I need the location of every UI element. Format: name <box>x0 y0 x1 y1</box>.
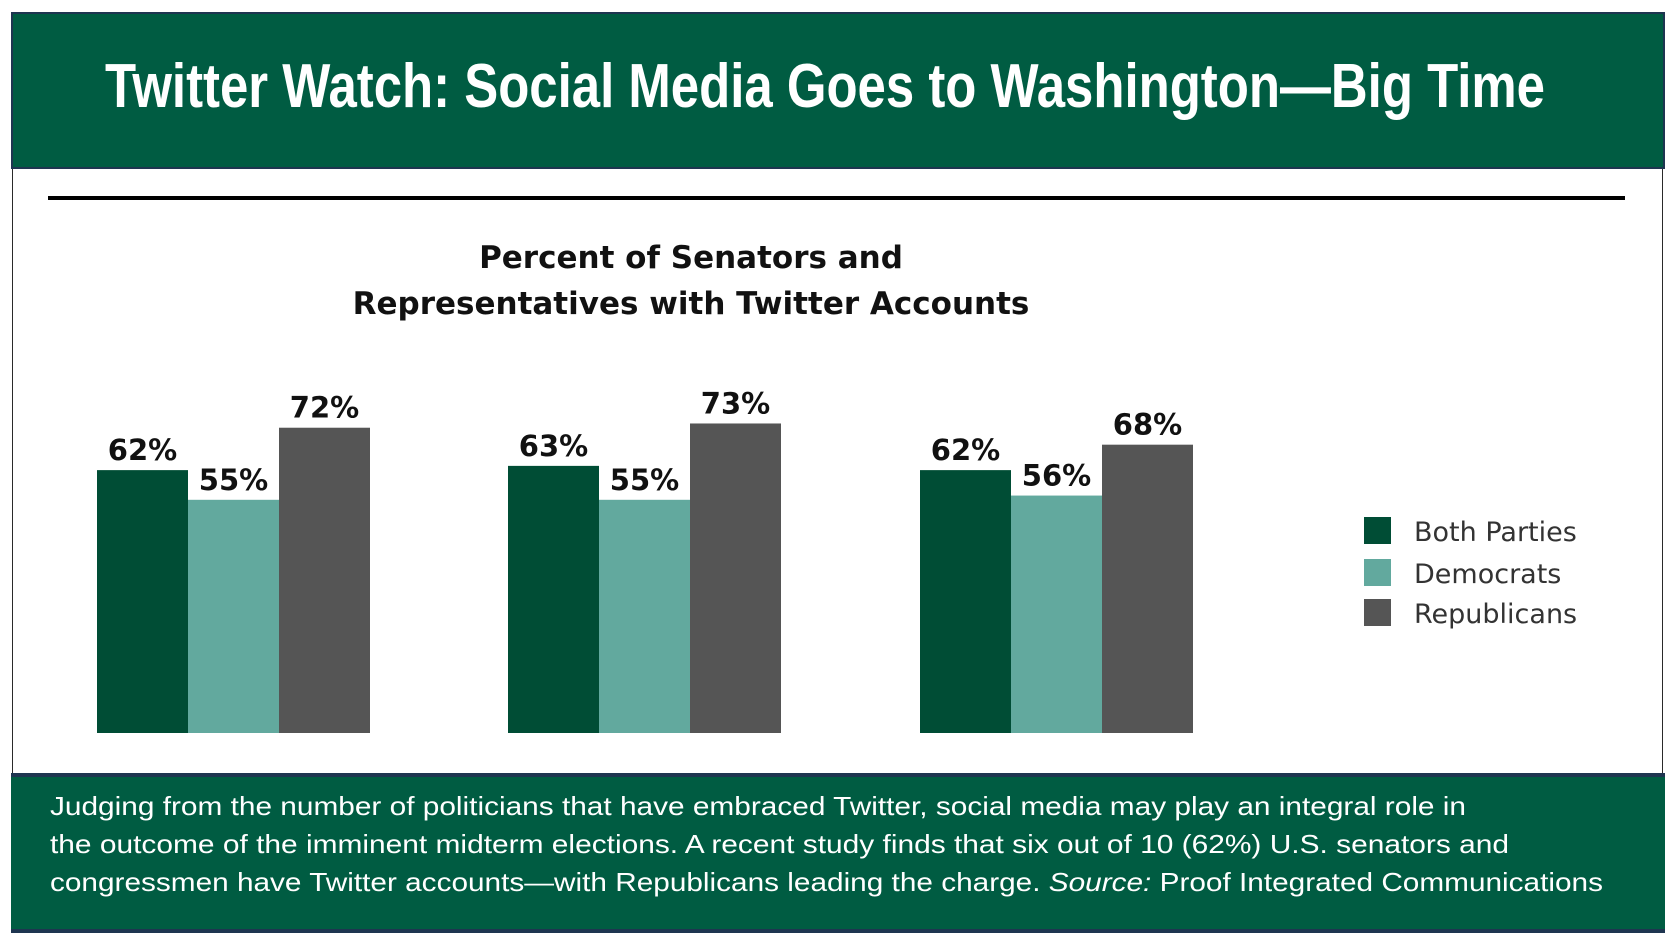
divider-rule <box>48 196 1625 200</box>
source-name: Proof Integrated Communications <box>1151 867 1603 897</box>
bar-both-parties-1 <box>97 470 188 733</box>
data-label: 55% <box>610 463 679 497</box>
bar-republicans-3 <box>1102 444 1193 733</box>
bar-democrats-3 <box>1011 495 1102 733</box>
legend-label: Democrats <box>1414 559 1561 590</box>
data-label: 62% <box>931 433 1000 467</box>
footer-banner <box>11 773 1665 933</box>
footer-line-3: congressmen have Twitter accounts—with R… <box>50 867 1603 897</box>
bar-republicans-2 <box>690 423 781 733</box>
data-label: 55% <box>199 463 268 497</box>
data-label: 62% <box>108 433 177 467</box>
legend-swatch <box>1364 517 1391 544</box>
data-label: 68% <box>1113 408 1182 442</box>
header-banner <box>11 12 1665 169</box>
page-title: Twitter Watch: Social Media Goes to Wash… <box>105 52 1545 121</box>
data-label: 56% <box>1022 459 1091 493</box>
bar-democrats-1 <box>188 499 279 733</box>
data-label: 73% <box>701 386 770 420</box>
chart-title-line2: Representatives with Twitter Accounts <box>353 286 1030 322</box>
data-label: 63% <box>519 429 588 463</box>
chart-title-line1: Percent of Senators and <box>479 240 903 276</box>
bar-both-parties-3 <box>920 470 1011 733</box>
legend-swatch <box>1364 559 1391 586</box>
bar-republicans-1 <box>279 427 370 733</box>
legend-label: Both Parties <box>1414 517 1577 548</box>
bar-both-parties-2 <box>508 465 599 733</box>
footer-main-text: congressmen have Twitter accounts—with R… <box>50 867 1049 897</box>
data-label: 72% <box>290 391 359 425</box>
legend-label: Republicans <box>1414 599 1577 630</box>
footer-line-1: Judging from the number of politicians t… <box>50 791 1466 821</box>
footer-line-2: the outcome of the imminent midterm elec… <box>50 829 1509 859</box>
bar-democrats-2 <box>599 499 690 733</box>
source-label: Source: <box>1049 867 1152 897</box>
legend-swatch <box>1364 599 1391 626</box>
